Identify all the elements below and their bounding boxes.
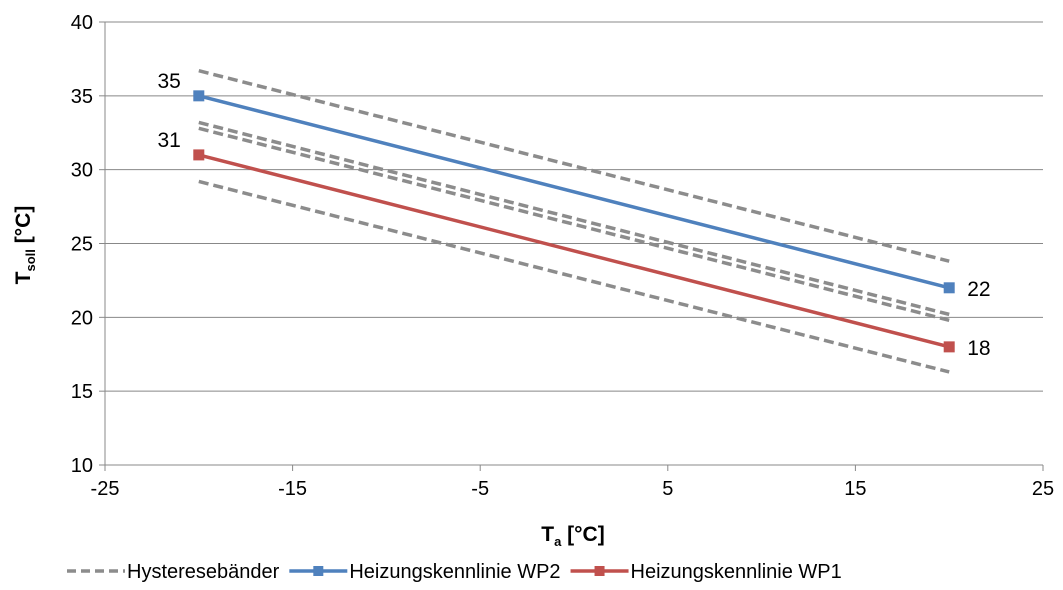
x-tick-label: 15 [844, 478, 866, 500]
data-label: 31 [157, 129, 180, 152]
x-axis-title: Ta [°C] [541, 523, 604, 549]
legend-entry-label: Heizungskennlinie WP2 [349, 561, 560, 583]
y-tick-label: 30 [71, 160, 93, 182]
legend-marker [313, 566, 324, 576]
series-line-wp1 [198, 153, 950, 349]
y-tick-label: 35 [71, 86, 93, 108]
y-tick-label: 40 [71, 12, 93, 34]
data-point-marker [193, 90, 205, 102]
hysteresis-band-line [198, 120, 950, 317]
y-axis-title: Tsoll [°C] [12, 206, 38, 285]
x-tick-label: 25 [1032, 478, 1054, 500]
data-point-marker [943, 282, 955, 294]
y-tick-label: 25 [71, 234, 93, 256]
hysteresis-band-line [198, 69, 950, 263]
series-line-wp2 [198, 94, 950, 290]
axis-layer: 10 15 20 25 30 35 40 -25 -15 -5 5 15 25 [71, 12, 1054, 500]
legend-entry-label: Hysteresebänder [127, 561, 280, 583]
y-tick-label: 20 [71, 307, 93, 329]
data-point-marker [193, 149, 205, 161]
data-label: 35 [157, 70, 180, 93]
x-tick-label: 5 [662, 478, 673, 500]
data-label: 22 [967, 278, 990, 301]
x-tick-label: -15 [278, 478, 307, 500]
legend-marker [594, 566, 605, 576]
data-label: 18 [967, 337, 990, 360]
x-tick-label: -25 [91, 478, 120, 500]
hysteresis-band-line [198, 126, 950, 322]
x-tick-label: -5 [471, 478, 489, 500]
y-tick-label: 10 [71, 455, 93, 477]
hysteresis-band-line [198, 179, 950, 374]
label-layer: 35 22 31 18 [157, 70, 990, 360]
y-tick-label: 15 [71, 381, 93, 403]
data-point-marker [943, 341, 955, 353]
legend-entry-label: Heizungskennlinie WP1 [631, 561, 842, 583]
series-layer [193, 69, 955, 374]
legend: Hysteresebänder Heizungskennlinie WP2 Heiz… [67, 561, 842, 583]
